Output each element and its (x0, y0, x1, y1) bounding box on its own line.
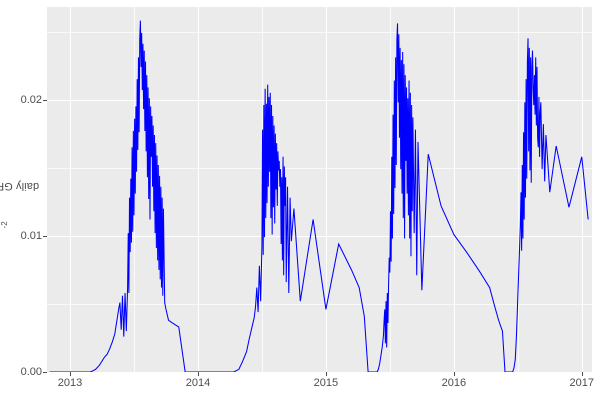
x-axis-tick-mark (453, 372, 455, 376)
gridline-minor-vertical (389, 7, 391, 372)
gridline-major-vertical (197, 7, 200, 372)
y-axis-tick-label: 0.00 (20, 366, 42, 378)
y-axis-tick-marks (43, 0, 47, 400)
series-line-gpp (47, 7, 592, 372)
gridline-major-vertical (453, 7, 455, 372)
y-axis-tick-mark (43, 372, 47, 373)
x-axis-tick-labels: 2013 2014 2015 2016 2017 (0, 377, 600, 393)
y-axis-tick-label: 0.01 (20, 229, 42, 242)
y-axis-tick-labels: 0.00 0.01 0.02 (18, 0, 42, 400)
x-axis-tick-label: 2013 (57, 377, 83, 389)
x-axis-tick-marks (0, 372, 600, 376)
gridline-minor-horizontal (47, 31, 592, 33)
gpp-line-path (50, 21, 589, 372)
y-axis-tick-mark (43, 235, 47, 237)
x-axis-tick-mark (325, 372, 327, 376)
gridline-major-vertical (325, 7, 327, 372)
y-axis-tick-mark (43, 99, 47, 101)
x-axis-tick-mark (581, 372, 583, 376)
gridline-major-horizontal (47, 99, 592, 101)
gridline-major-vertical (581, 7, 583, 372)
gridline-minor-horizontal (47, 303, 592, 305)
x-axis-tick-label: 2014 (185, 377, 211, 389)
gridline-minor-vertical (517, 7, 519, 372)
x-axis-tick-label: 2017 (569, 377, 594, 389)
x-axis-tick-label: 2016 (441, 377, 467, 389)
plot-panel (47, 7, 592, 372)
x-axis-tick-mark (197, 372, 199, 376)
y-axis-title: daily GPP [kgCm-2] (0, 0, 64, 372)
gridline-minor-horizontal (47, 167, 592, 169)
gridline-major-horizontal (47, 235, 592, 237)
y-axis-title-exponent: -2 (0, 221, 10, 229)
x-axis-tick-mark (70, 372, 72, 376)
gridline-major-vertical (70, 7, 72, 372)
x-axis-tick-label: 2015 (313, 377, 339, 389)
y-axis-tick-label: 0.02 (20, 93, 42, 106)
